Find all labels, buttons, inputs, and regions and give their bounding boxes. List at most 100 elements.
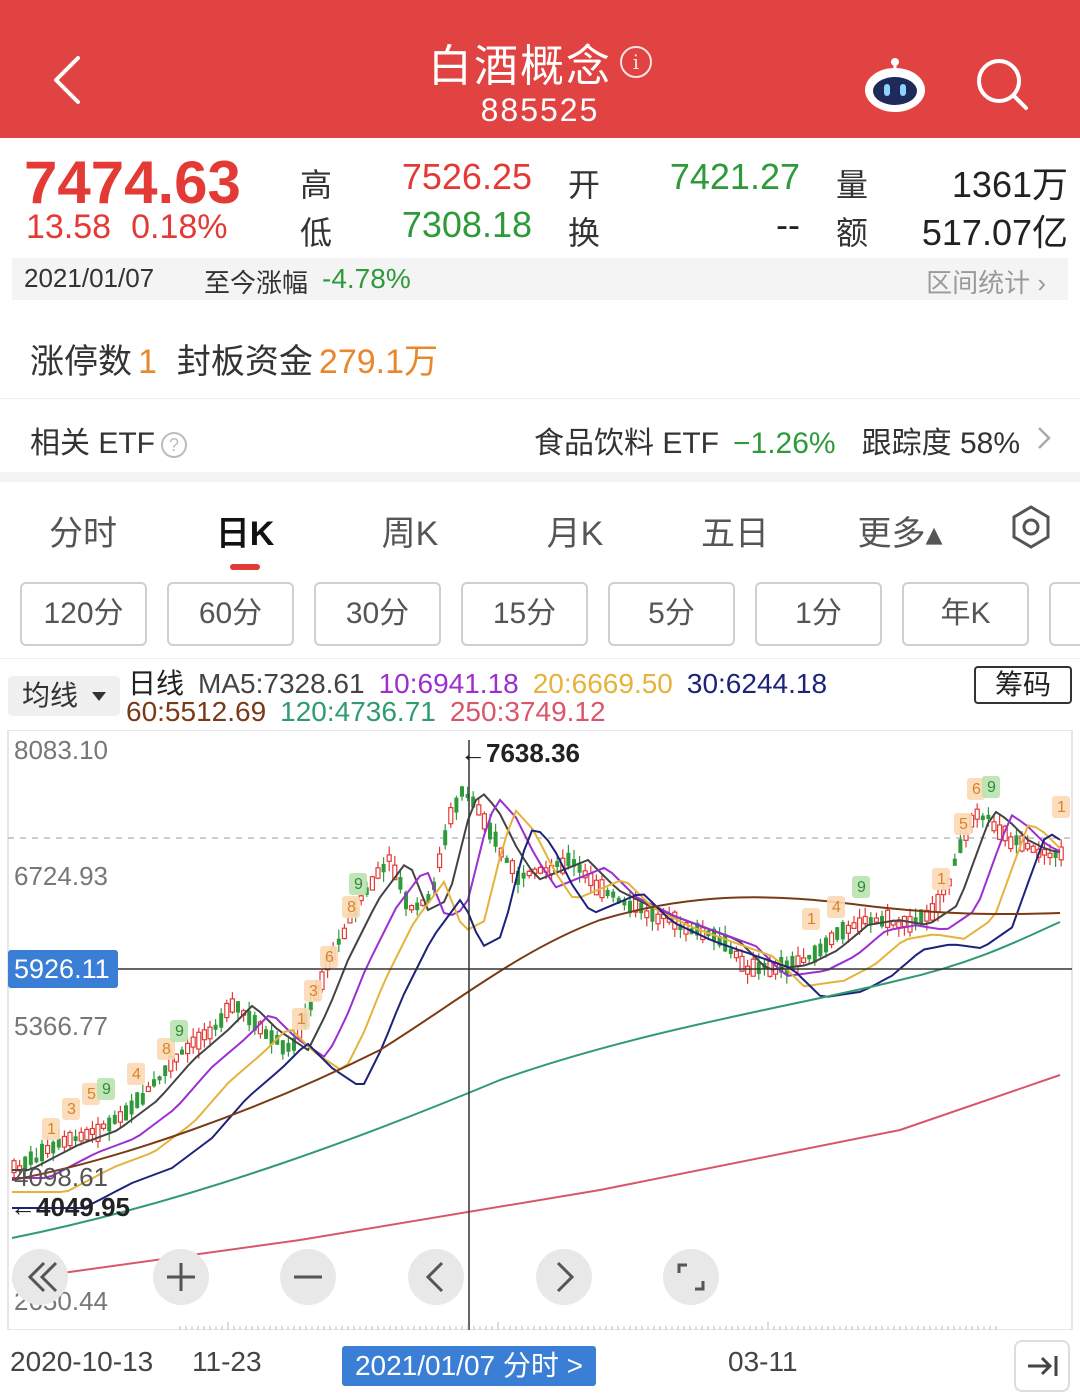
x-axis-ticks [179,1322,997,1330]
candle-body [286,1042,291,1052]
signal-badge [320,946,338,968]
back-arrow-icon[interactable] [40,50,100,110]
y-label-3: 5366.77 [14,1011,108,1041]
candle-body [907,915,913,933]
candle-body [840,921,845,940]
interval-buttons: 120分 60分 30分 15分 5分 1分 年K [0,582,1080,646]
candle-body [924,909,930,922]
info-icon[interactable]: i [620,46,652,78]
signal-badge [827,896,845,918]
tab-weekly-k[interactable]: 周K [381,515,439,553]
candle-body [611,891,616,898]
signal-badge [97,1078,115,1100]
open-value: 7421.27 [669,156,800,197]
signal-badge-digit: 1 [807,911,816,928]
chip-distribution-button[interactable]: 筹码 [974,666,1072,704]
signal-badge [349,873,367,895]
candle-body [980,815,985,821]
candle-body [454,797,459,813]
candle-body [252,1015,257,1031]
etf-detail: 食品饮料 ETF −1.26% 跟踪度 58% [534,418,1020,462]
interval-year-k[interactable]: 年K [902,582,1029,646]
interval-more-partial[interactable] [1049,582,1080,646]
candle-body [572,859,576,867]
candle-body [95,1123,101,1143]
signal-badge [1052,796,1070,818]
tab-more[interactable]: 更多▴ [857,515,943,553]
limit-count-label: 涨停数 [30,343,132,381]
candle-body [488,822,492,840]
tab-intraday[interactable]: 分时 [49,515,117,553]
candle-body [605,889,610,897]
interval-60m[interactable]: 60分 [167,582,294,646]
signal-badge [62,1098,80,1120]
interval-30m[interactable]: 30分 [314,582,441,646]
signal-badge-digit: 1 [297,1011,306,1028]
y-label-top: 8083.10 [14,735,108,765]
candle-body [856,917,863,933]
candle-body [678,924,683,931]
signal-badge-digit: 9 [857,879,866,896]
turnover-label: 换 [568,215,601,251]
zoom-out-button[interactable] [280,1249,336,1305]
settings-gear-icon[interactable] [1008,504,1054,550]
candle-body [824,937,828,953]
etf-label: 相关 ETF [30,427,155,460]
candle-body [896,921,902,928]
candle-body [577,864,582,873]
related-etf-row[interactable]: 相关 ETF? 食品饮料 ETF −1.26% 跟踪度 58% [0,402,1080,472]
tab-monthly-k[interactable]: 月K [546,515,604,553]
candle-body [880,915,884,927]
page-title: 白酒概念 [428,42,612,91]
ma-selector[interactable]: 均线 [8,676,120,716]
candle-body [744,965,751,975]
signal-badge [42,1118,60,1140]
next-button[interactable] [536,1249,592,1305]
signal-badge [127,1063,145,1085]
x-axis-row: 2020-10-13 11-23 2021/01/07 分时 > 03-11 [0,1330,1080,1395]
jump-to-latest-button[interactable] [1014,1340,1070,1392]
tab-five-day[interactable]: 五日 [701,515,769,553]
candle-body [1008,836,1014,850]
ma250-line [11,1074,1061,1281]
candle-body [476,804,482,816]
fullscreen-button[interactable] [663,1249,719,1305]
candle-body [750,958,756,977]
candle-body [835,927,840,940]
zoom-in-button[interactable] [153,1249,209,1305]
prev-button[interactable] [408,1249,464,1305]
candle-body [516,870,520,885]
change-value: 13.58 [26,208,112,246]
candle-body [807,955,812,960]
robot-assistant-icon[interactable] [862,54,928,114]
interval-1m[interactable]: 1分 [755,582,882,646]
signal-badge [157,1038,175,1060]
candle-body [812,945,817,963]
interval-15m[interactable]: 15分 [461,582,588,646]
candle-body [481,813,487,830]
candle-body [190,1036,196,1048]
signal-badge [304,980,322,1002]
candle-body [196,1031,202,1050]
tab-daily-k[interactable]: 日K [215,515,275,553]
search-icon[interactable] [972,54,1032,114]
x-label-start: 2020-10-13 [10,1346,154,1377]
candle-body [868,917,873,924]
range-stat-bar[interactable]: 2021/01/07 至今涨幅 -4.78% 区间统计 › [12,258,1068,300]
jump-end-icon [1028,1356,1058,1376]
section-gap [0,472,1080,482]
crosshair-value: 5926.11 [14,954,110,984]
candle-body [862,915,868,925]
signal-badge-digit: 8 [347,899,356,916]
fast-back-button[interactable] [12,1249,68,1305]
crosshair-date-pill[interactable]: 2021/01/07 分时 > [342,1346,596,1386]
range-stat-link[interactable]: 区间统计 › [926,263,1046,300]
interval-120m[interactable]: 120分 [20,582,147,646]
help-icon[interactable]: ? [161,432,187,458]
candle-body [986,814,991,820]
interval-5m[interactable]: 5分 [608,582,735,646]
ma-legend: 均线 日线 MA5:7328.61 10:6941.18 20:6669.50 30:6… [0,660,1080,730]
signal-badge-digit: 1 [1057,799,1066,816]
signal-badge [982,776,1000,798]
